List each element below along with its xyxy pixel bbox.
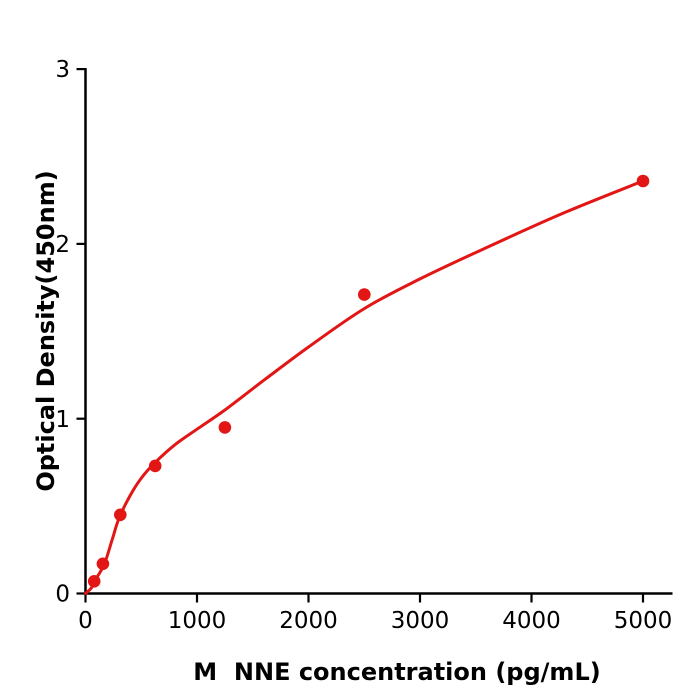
x-tick-label: 4000 bbox=[502, 608, 561, 634]
data-point bbox=[218, 421, 232, 434]
data-point bbox=[114, 508, 127, 522]
data-point bbox=[636, 174, 650, 188]
data-point bbox=[96, 557, 110, 571]
x-axis-ticks bbox=[84, 593, 645, 603]
y-tick-label: 3 bbox=[55, 57, 70, 83]
y-axis-title: Optical Density(450nm) bbox=[32, 170, 60, 491]
y-axis-ticks bbox=[76, 67, 86, 595]
y-tick-label: 0 bbox=[55, 582, 70, 608]
scatter-points bbox=[87, 174, 650, 588]
data-point bbox=[358, 288, 371, 301]
x-tick-label: 2000 bbox=[279, 608, 338, 634]
data-point bbox=[148, 459, 162, 473]
fit-curve-line bbox=[84, 179, 645, 595]
data-point bbox=[87, 575, 101, 588]
y-axis: 0 1 2 3 bbox=[55, 57, 87, 608]
y-tick-label: 2 bbox=[55, 232, 70, 258]
x-tick-label: 3000 bbox=[391, 608, 450, 634]
x-tick-label: 1000 bbox=[168, 608, 227, 634]
y-tick-label: 1 bbox=[55, 407, 70, 433]
x-tick-label: 5000 bbox=[614, 608, 673, 634]
y-axis-tick-labels: 0 1 2 3 bbox=[55, 57, 70, 607]
x-tick-label: 0 bbox=[78, 608, 93, 634]
x-axis: 0 1000 2000 3000 4000 5000 bbox=[78, 592, 673, 634]
x-axis-title: M NNE concentration (pg/mL) bbox=[193, 658, 600, 686]
x-axis-tick-labels: 0 1000 2000 3000 4000 5000 bbox=[78, 608, 672, 634]
